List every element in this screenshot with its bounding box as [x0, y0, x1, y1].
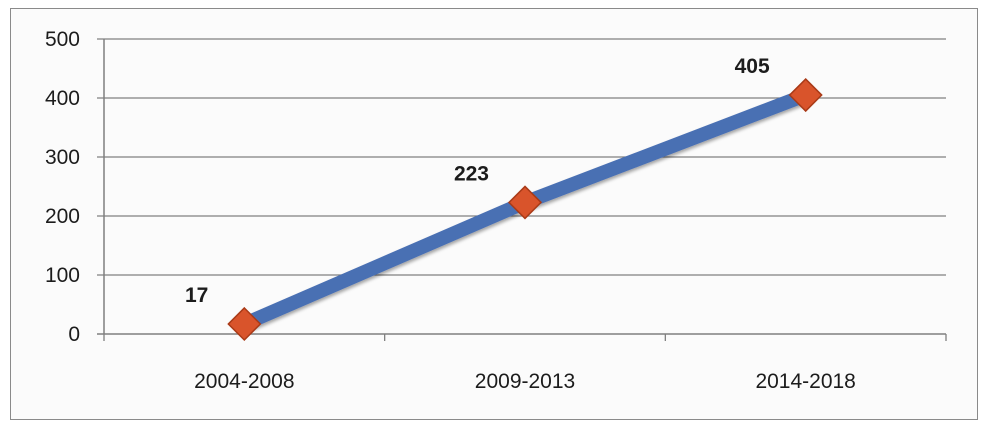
y-tick-label: 500 — [45, 28, 80, 51]
y-tick-label: 0 — [68, 323, 80, 346]
data-label: 17 — [185, 284, 208, 307]
x-tick-label: 2014-2018 — [755, 370, 855, 393]
data-label: 405 — [735, 55, 770, 78]
y-tick-label: 300 — [45, 146, 80, 169]
y-axis-ticks: 0 100 200 300 400 500 — [45, 28, 80, 346]
x-axis-ticks: 2004-2008 2009-2013 2014-2018 — [194, 370, 856, 393]
x-tick-label: 2004-2008 — [194, 370, 294, 393]
y-tick-label: 100 — [45, 264, 80, 287]
data-label: 223 — [454, 162, 489, 185]
y-tick-label: 400 — [45, 87, 80, 110]
data-labels: 17 223 405 — [185, 55, 770, 307]
gridlines — [97, 39, 946, 275]
x-tick-label: 2009-2013 — [475, 370, 575, 393]
y-tick-label: 200 — [45, 205, 80, 228]
